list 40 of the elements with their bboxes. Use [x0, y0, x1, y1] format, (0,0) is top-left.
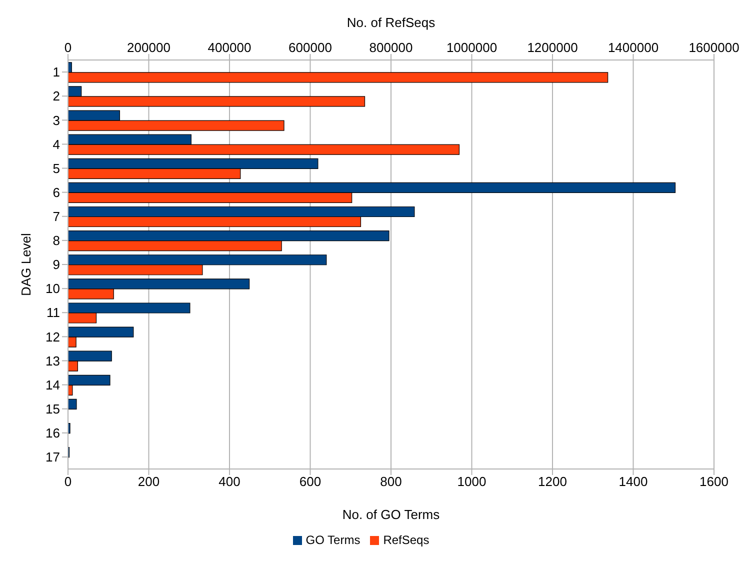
x-axis-title: No. of GO Terms	[342, 507, 440, 522]
legend-label: GO Terms	[306, 533, 360, 547]
x-tick-label: 400	[218, 474, 240, 490]
x-tick-label: 1200	[538, 474, 567, 490]
y-tick-label: 1	[52, 64, 60, 80]
y-tick-label: 3	[52, 112, 60, 128]
x2-tick-label: 0	[64, 40, 72, 55]
legend-label: RefSeqs	[383, 533, 430, 547]
x-tick-label: 1400	[618, 474, 648, 490]
x-tick-label: 1000	[457, 474, 486, 490]
x2-tick-label: 800000	[369, 40, 413, 55]
y-tick-label: 17	[46, 450, 60, 465]
y-tick-label: 15	[46, 401, 60, 416]
y-tick-label: 12	[46, 329, 60, 344]
x-tick-label: 1600	[700, 474, 728, 490]
x2-tick-label: 1600000	[688, 40, 740, 55]
y-tick-label: 5	[52, 160, 60, 176]
x2-tick-label: 1400000	[608, 40, 659, 55]
y-tick-label: 10	[46, 281, 60, 296]
x-tick-label: 200	[138, 474, 160, 490]
y-tick-label: 9	[52, 257, 60, 272]
x2-axis-title: No. of RefSeqs	[346, 15, 436, 30]
y-tick-label: 14	[46, 377, 60, 392]
x2-tick-label: 200000	[127, 40, 170, 55]
x-tick-label: 600	[299, 474, 322, 490]
x-tick-label: 800	[380, 474, 402, 490]
x-tick-label: 0	[64, 474, 72, 490]
x2-tick-label: 1200000	[527, 40, 578, 55]
y-tick-label: 2	[52, 88, 60, 104]
y-tick-label: 13	[46, 353, 60, 368]
y-tick-label: 16	[46, 426, 60, 441]
y-tick-label: 6	[52, 184, 60, 200]
y-tick-label: 4	[52, 136, 60, 152]
y-tick-label: 8	[52, 233, 60, 248]
y-tick-label: 11	[46, 305, 60, 320]
x2-tick-label: 1000000	[446, 40, 498, 55]
y-tick-label: 7	[52, 208, 60, 224]
x2-tick-label: 600000	[288, 40, 332, 55]
x2-tick-label: 400000	[208, 40, 252, 55]
y-axis-title: DAG Level	[18, 232, 34, 296]
